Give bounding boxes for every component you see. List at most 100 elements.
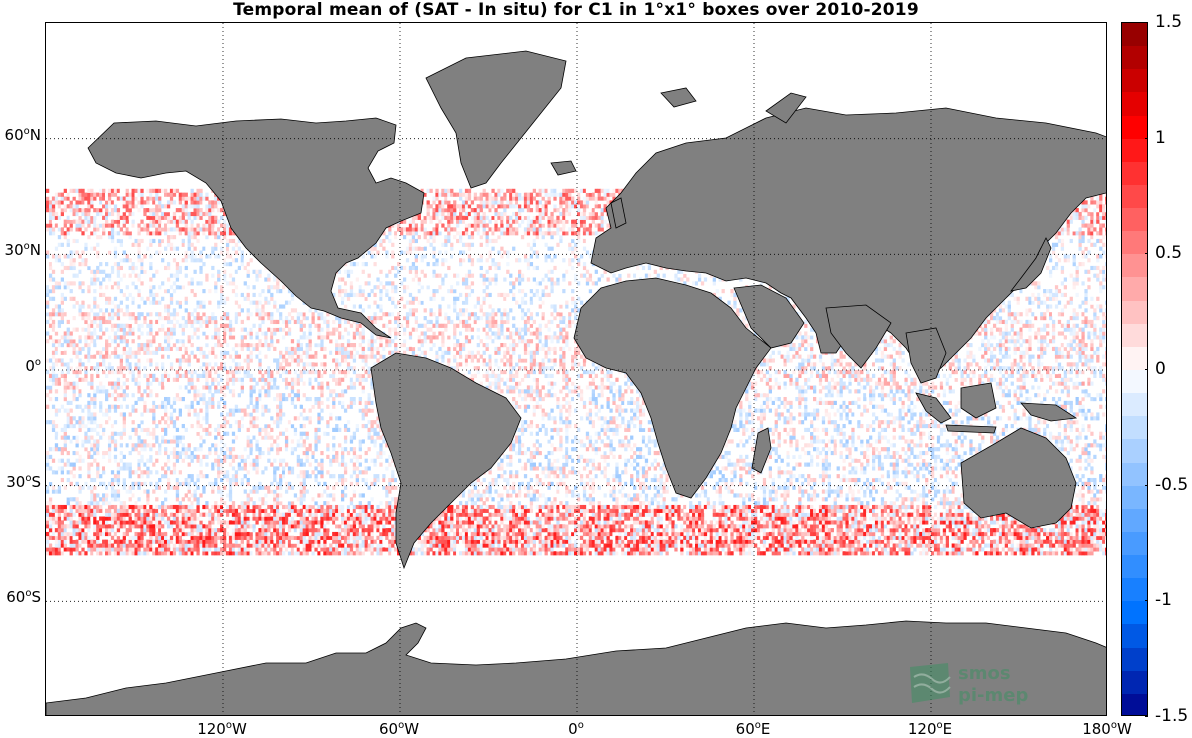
anomaly-cell xyxy=(471,490,474,494)
anomaly-cell xyxy=(247,482,250,486)
anomaly-cell xyxy=(371,532,374,536)
anomaly-cell xyxy=(1087,547,1090,551)
anomaly-cell xyxy=(598,513,601,517)
anomaly-cell xyxy=(583,544,586,548)
anomaly-cell xyxy=(1022,544,1025,548)
anomaly-cell xyxy=(503,524,506,528)
anomaly-cell xyxy=(651,524,654,528)
anomaly-cell xyxy=(235,547,238,551)
anomaly-cell xyxy=(140,478,143,482)
anomaly-cell xyxy=(412,551,415,555)
anomaly-cell xyxy=(748,497,751,501)
anomaly-cell xyxy=(639,524,642,528)
anomaly-cell xyxy=(648,536,651,540)
anomaly-cell xyxy=(146,490,149,494)
anomaly-cell xyxy=(61,509,64,513)
anomaly-cell xyxy=(353,520,356,524)
anomaly-cell xyxy=(772,486,775,490)
anomaly-cell xyxy=(527,536,530,540)
anomaly-cell xyxy=(415,547,418,551)
anomaly-cell xyxy=(376,536,379,540)
anomaly-cell xyxy=(96,509,99,513)
anomaly-cell xyxy=(512,513,515,517)
anomaly-cell xyxy=(966,524,969,528)
anomaly-cell xyxy=(285,536,288,540)
anomaly-cell xyxy=(123,532,126,536)
anomaly-cell xyxy=(1022,532,1025,536)
anomaly-cell xyxy=(1105,547,1107,551)
anomaly-cell xyxy=(1067,540,1070,544)
anomaly-cell xyxy=(279,505,282,509)
anomaly-cell xyxy=(46,509,49,513)
anomaly-cell xyxy=(270,544,273,548)
anomaly-cell xyxy=(922,513,925,517)
anomaly-cell xyxy=(294,513,297,517)
anomaly-cell xyxy=(365,513,368,517)
anomaly-cell xyxy=(919,513,922,517)
anomaly-cell xyxy=(111,544,114,548)
anomaly-cell xyxy=(630,517,633,521)
anomaly-cell xyxy=(896,505,899,509)
anomaly-cell xyxy=(816,505,819,509)
anomaly-cell xyxy=(612,544,615,548)
anomaly-cell xyxy=(875,517,878,521)
anomaly-cell xyxy=(730,517,733,521)
anomaly-cell xyxy=(146,551,149,555)
anomaly-cell xyxy=(137,501,140,505)
anomaly-cell xyxy=(123,536,126,540)
anomaly-cell xyxy=(955,532,958,536)
anomaly-cell xyxy=(860,551,863,555)
anomaly-cell xyxy=(182,544,185,548)
anomaly-cell xyxy=(1076,532,1079,536)
anomaly-cell xyxy=(49,478,52,482)
anomaly-cell xyxy=(179,551,182,555)
anomaly-cell xyxy=(64,540,67,544)
anomaly-cell xyxy=(639,501,642,505)
anomaly-cell xyxy=(61,505,64,509)
anomaly-cell xyxy=(199,528,202,532)
anomaly-cell xyxy=(559,524,562,528)
anomaly-cell xyxy=(226,505,229,509)
anomaly-cell xyxy=(940,497,943,501)
anomaly-cell xyxy=(955,482,958,486)
anomaly-cell xyxy=(556,486,559,490)
anomaly-cell xyxy=(916,513,919,517)
anomaly-cell xyxy=(925,513,928,517)
anomaly-cell xyxy=(837,524,840,528)
anomaly-cell xyxy=(368,509,371,513)
anomaly-cell xyxy=(843,532,846,536)
anomaly-cell xyxy=(910,544,913,548)
anomaly-cell xyxy=(450,528,453,532)
anomaly-cell xyxy=(860,520,863,524)
anomaly-cell xyxy=(483,540,486,544)
anomaly-cell xyxy=(359,509,362,513)
anomaly-cell xyxy=(99,509,102,513)
anomaly-cell xyxy=(642,501,645,505)
anomaly-cell xyxy=(604,520,607,524)
anomaly-cell xyxy=(250,497,253,501)
anomaly-cell xyxy=(542,493,545,497)
anomaly-cell xyxy=(211,532,214,536)
anomaly-cell xyxy=(816,520,819,524)
anomaly-cell xyxy=(506,517,509,521)
anomaly-cell xyxy=(1087,520,1090,524)
anomaly-cell xyxy=(524,486,527,490)
anomaly-cell xyxy=(710,509,713,513)
anomaly-cell xyxy=(194,490,197,494)
anomaly-cell xyxy=(542,547,545,551)
anomaly-cell xyxy=(137,505,140,509)
anomaly-cell xyxy=(636,497,639,501)
anomaly-cell xyxy=(704,551,707,555)
anomaly-cell xyxy=(167,544,170,548)
anomaly-cell xyxy=(108,501,111,505)
anomaly-cell xyxy=(934,490,937,494)
anomaly-cell xyxy=(61,532,64,536)
anomaly-cell xyxy=(288,501,291,505)
anomaly-cell xyxy=(329,544,332,548)
anomaly-cell xyxy=(427,528,430,532)
anomaly-cell xyxy=(199,520,202,524)
anomaly-cell xyxy=(624,517,627,521)
anomaly-cell xyxy=(592,513,595,517)
anomaly-cell xyxy=(763,520,766,524)
anomaly-cell xyxy=(267,486,270,490)
